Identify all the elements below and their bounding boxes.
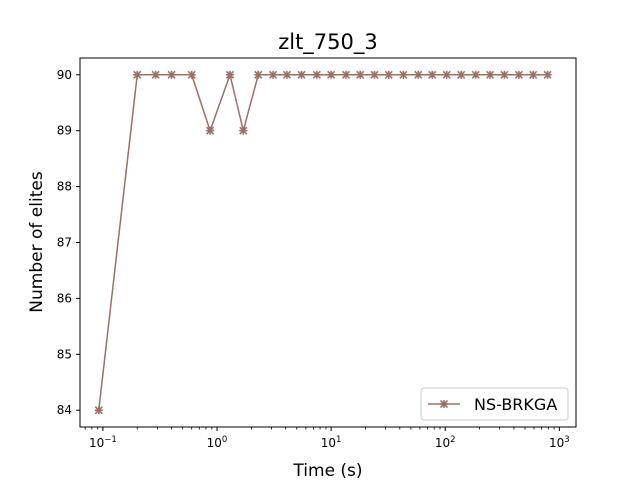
y-tick-label: 89 <box>57 124 72 138</box>
data-point <box>239 126 248 135</box>
data-point <box>327 70 336 79</box>
data-point <box>399 70 408 79</box>
series-layer <box>94 70 552 415</box>
data-point <box>206 126 215 135</box>
x-tick-label: 102 <box>435 435 456 450</box>
data-point <box>543 70 552 79</box>
y-axis-ticks: 84 85 86 87 88 89 90 <box>57 68 80 417</box>
legend: NS-BRKGA <box>420 387 569 421</box>
x-tick-label: 100 <box>207 435 228 450</box>
data-point <box>442 70 451 79</box>
data-point <box>485 70 495 79</box>
data-point <box>269 70 278 79</box>
data-point <box>133 70 142 79</box>
data-point <box>341 70 351 79</box>
x-tick-label: 10−1 <box>89 435 117 450</box>
chart-title: zlt_750_3 <box>278 30 378 55</box>
data-point <box>254 70 263 79</box>
data-point <box>356 70 365 79</box>
y-tick-label: 84 <box>57 403 72 417</box>
x-axis-label: Time (s) <box>292 461 362 480</box>
y-tick-label: 85 <box>57 347 72 361</box>
y-tick-label: 88 <box>57 180 72 194</box>
data-point <box>225 70 235 79</box>
y-tick-label: 86 <box>57 291 72 305</box>
legend-marker-ns-brkga <box>439 399 449 409</box>
x-tick-label: 101 <box>321 435 342 450</box>
data-point <box>384 70 393 79</box>
data-point <box>151 70 160 79</box>
data-point <box>297 70 306 79</box>
data-point <box>414 70 423 79</box>
data-point <box>187 70 196 79</box>
data-point <box>94 406 103 415</box>
y-tick-label: 87 <box>57 236 72 250</box>
y-axis-label: Number of elites <box>27 171 47 313</box>
data-point <box>312 70 321 79</box>
legend-box <box>420 387 569 421</box>
plot-area-frame <box>79 57 577 428</box>
data-point <box>167 70 176 79</box>
data-point <box>370 70 379 79</box>
data-point <box>500 70 509 79</box>
data-point <box>529 70 538 79</box>
legend-label-ns-brkga: NS-BRKGA <box>474 395 557 414</box>
legend-marker-glyph <box>439 399 449 409</box>
data-point <box>428 70 437 79</box>
data-point <box>457 70 466 79</box>
y-tick-label: 90 <box>57 68 72 82</box>
x-tick-label: 103 <box>549 435 570 450</box>
data-point <box>514 70 523 79</box>
data-point <box>471 70 480 79</box>
data-point <box>282 70 291 79</box>
